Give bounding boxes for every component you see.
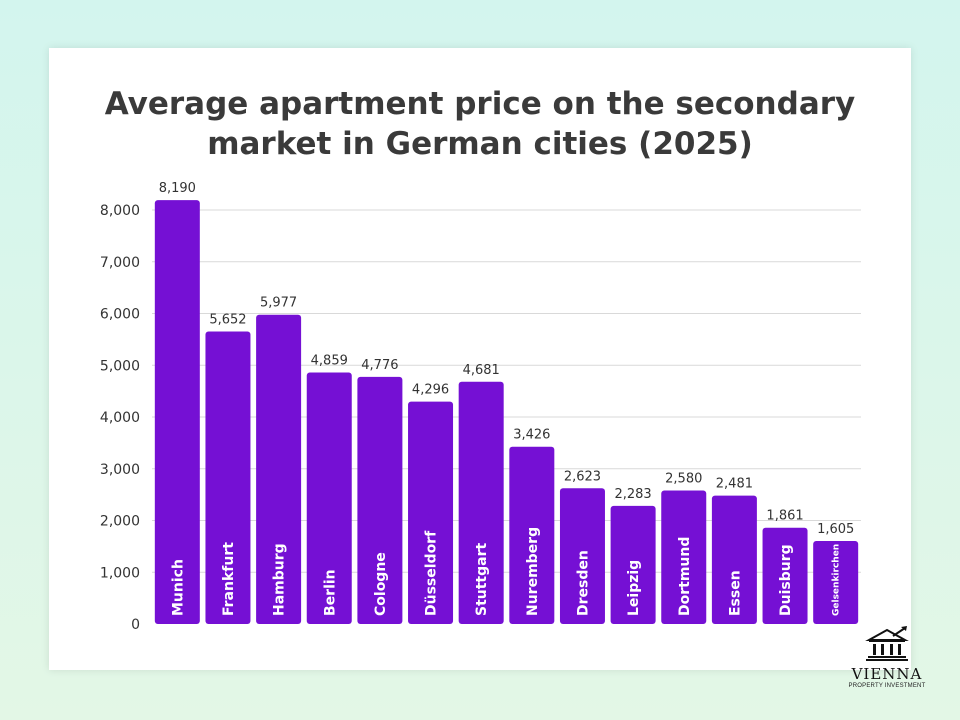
y-tick-label: 5,000 [100, 358, 140, 374]
category-label: Gelsenkirchen [832, 544, 842, 616]
bar-leipzig [610, 505, 656, 624]
category-label: Düsseldorf [424, 530, 440, 616]
value-label: 1,861 [766, 509, 803, 524]
category-label: Nuremberg [525, 527, 541, 616]
category-labels: Munich Frankfurt Hamburg Berlin Cologne Düsse… [170, 527, 841, 616]
y-tick-label: 6,000 [100, 307, 140, 323]
bar-duisburg [762, 527, 808, 624]
brand-logo: VIENNA PROPERTY INVESTMENT [842, 626, 932, 706]
category-label: Cologne [373, 552, 389, 616]
value-label: 4,776 [361, 358, 398, 373]
category-label: Essen [727, 570, 743, 616]
brand-tagline: PROPERTY INVESTMENT [848, 683, 926, 689]
value-label: 4,296 [412, 383, 449, 398]
y-tick-label: 4,000 [100, 410, 140, 426]
chart-title-line-1: Average apartment price on the secondary [104, 86, 856, 122]
category-label: Dortmund [677, 537, 693, 616]
bars [154, 200, 859, 625]
y-tick-label: 1,000 [100, 565, 140, 581]
value-label: 2,580 [665, 471, 702, 486]
category-label: Leipzig [626, 560, 642, 616]
category-label: Frankfurt [221, 542, 237, 616]
bar-düsseldorf [408, 401, 454, 624]
y-tick-label: 7,000 [100, 255, 140, 271]
bar-dresden [559, 488, 605, 624]
value-label: 2,283 [614, 487, 651, 502]
bar-hamburg [256, 314, 302, 624]
category-label: Berlin [322, 569, 338, 616]
bar-frankfurt [205, 331, 251, 624]
bar-stuttgart [458, 381, 504, 624]
y-tick-label: 0 [131, 617, 140, 633]
bar-nuremberg [509, 446, 555, 624]
bar-essen [711, 495, 757, 624]
value-label: 5,652 [209, 313, 246, 328]
value-label: 2,623 [564, 469, 601, 484]
building-icon [865, 626, 909, 661]
y-tick-label: 2,000 [100, 514, 140, 530]
brand-name: VIENNA [851, 665, 923, 683]
value-label: 4,859 [311, 354, 348, 369]
bar-dortmund [661, 490, 707, 624]
value-label: 3,426 [513, 428, 550, 443]
bar-munich [154, 200, 200, 625]
bar-berlin [306, 372, 352, 624]
bar-gelsenkirchen [813, 540, 859, 624]
category-label: Duisburg [778, 544, 794, 616]
category-label: Dresden [575, 550, 591, 616]
category-label: Munich [170, 559, 186, 616]
value-label: 2,481 [716, 477, 753, 492]
value-label: 8,190 [159, 181, 196, 196]
value-label: 4,681 [463, 363, 500, 378]
chart-title: Average apartment price on the secondary… [0, 84, 960, 164]
y-tick-label: 3,000 [100, 462, 140, 478]
category-label: Hamburg [272, 543, 288, 616]
bar-cologne [357, 376, 403, 624]
chart-title-line-2: market in German cities (2025) [207, 126, 753, 162]
value-label: 1,605 [817, 522, 854, 537]
y-tick-label: 8,000 [100, 203, 140, 219]
value-labels: 8,190 5,652 5,977 4,859 4,776 4,296 4,681 3,426… [159, 181, 855, 537]
value-label: 5,977 [260, 296, 297, 311]
y-axis-ticks: 0 1,000 2,000 3,000 4,000 5,000 6,000 7,000 8,00… [100, 203, 140, 633]
category-label: Stuttgart [474, 543, 490, 617]
